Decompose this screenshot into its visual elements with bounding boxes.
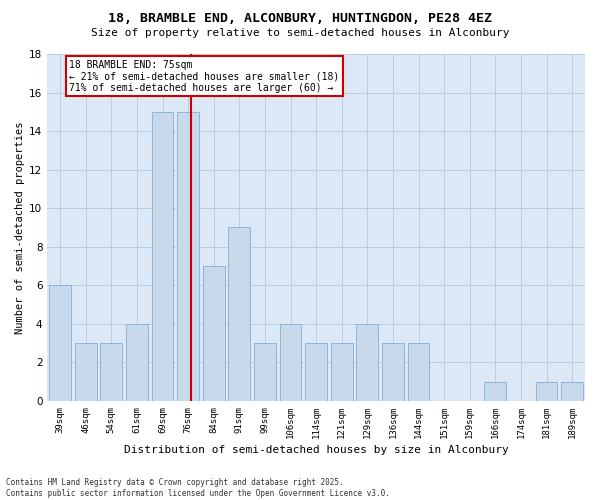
Text: Size of property relative to semi-detached houses in Alconbury: Size of property relative to semi-detach… <box>91 28 509 38</box>
Bar <box>280 324 301 401</box>
Bar <box>126 324 148 401</box>
Bar <box>229 228 250 401</box>
Text: 18 BRAMBLE END: 75sqm
← 21% of semi-detached houses are smaller (18)
71% of semi: 18 BRAMBLE END: 75sqm ← 21% of semi-deta… <box>69 60 339 93</box>
Bar <box>100 343 122 401</box>
Bar <box>382 343 404 401</box>
Y-axis label: Number of semi-detached properties: Number of semi-detached properties <box>15 121 25 334</box>
Bar <box>177 112 199 401</box>
Bar <box>75 343 97 401</box>
Bar <box>49 286 71 401</box>
Bar <box>356 324 378 401</box>
Bar <box>536 382 557 401</box>
Bar <box>484 382 506 401</box>
Text: Contains HM Land Registry data © Crown copyright and database right 2025.
Contai: Contains HM Land Registry data © Crown c… <box>6 478 390 498</box>
Bar <box>562 382 583 401</box>
Bar <box>203 266 224 401</box>
X-axis label: Distribution of semi-detached houses by size in Alconbury: Distribution of semi-detached houses by … <box>124 445 509 455</box>
Bar <box>254 343 276 401</box>
Bar <box>407 343 430 401</box>
Bar <box>331 343 353 401</box>
Bar <box>152 112 173 401</box>
Bar <box>305 343 327 401</box>
Text: 18, BRAMBLE END, ALCONBURY, HUNTINGDON, PE28 4EZ: 18, BRAMBLE END, ALCONBURY, HUNTINGDON, … <box>108 12 492 26</box>
